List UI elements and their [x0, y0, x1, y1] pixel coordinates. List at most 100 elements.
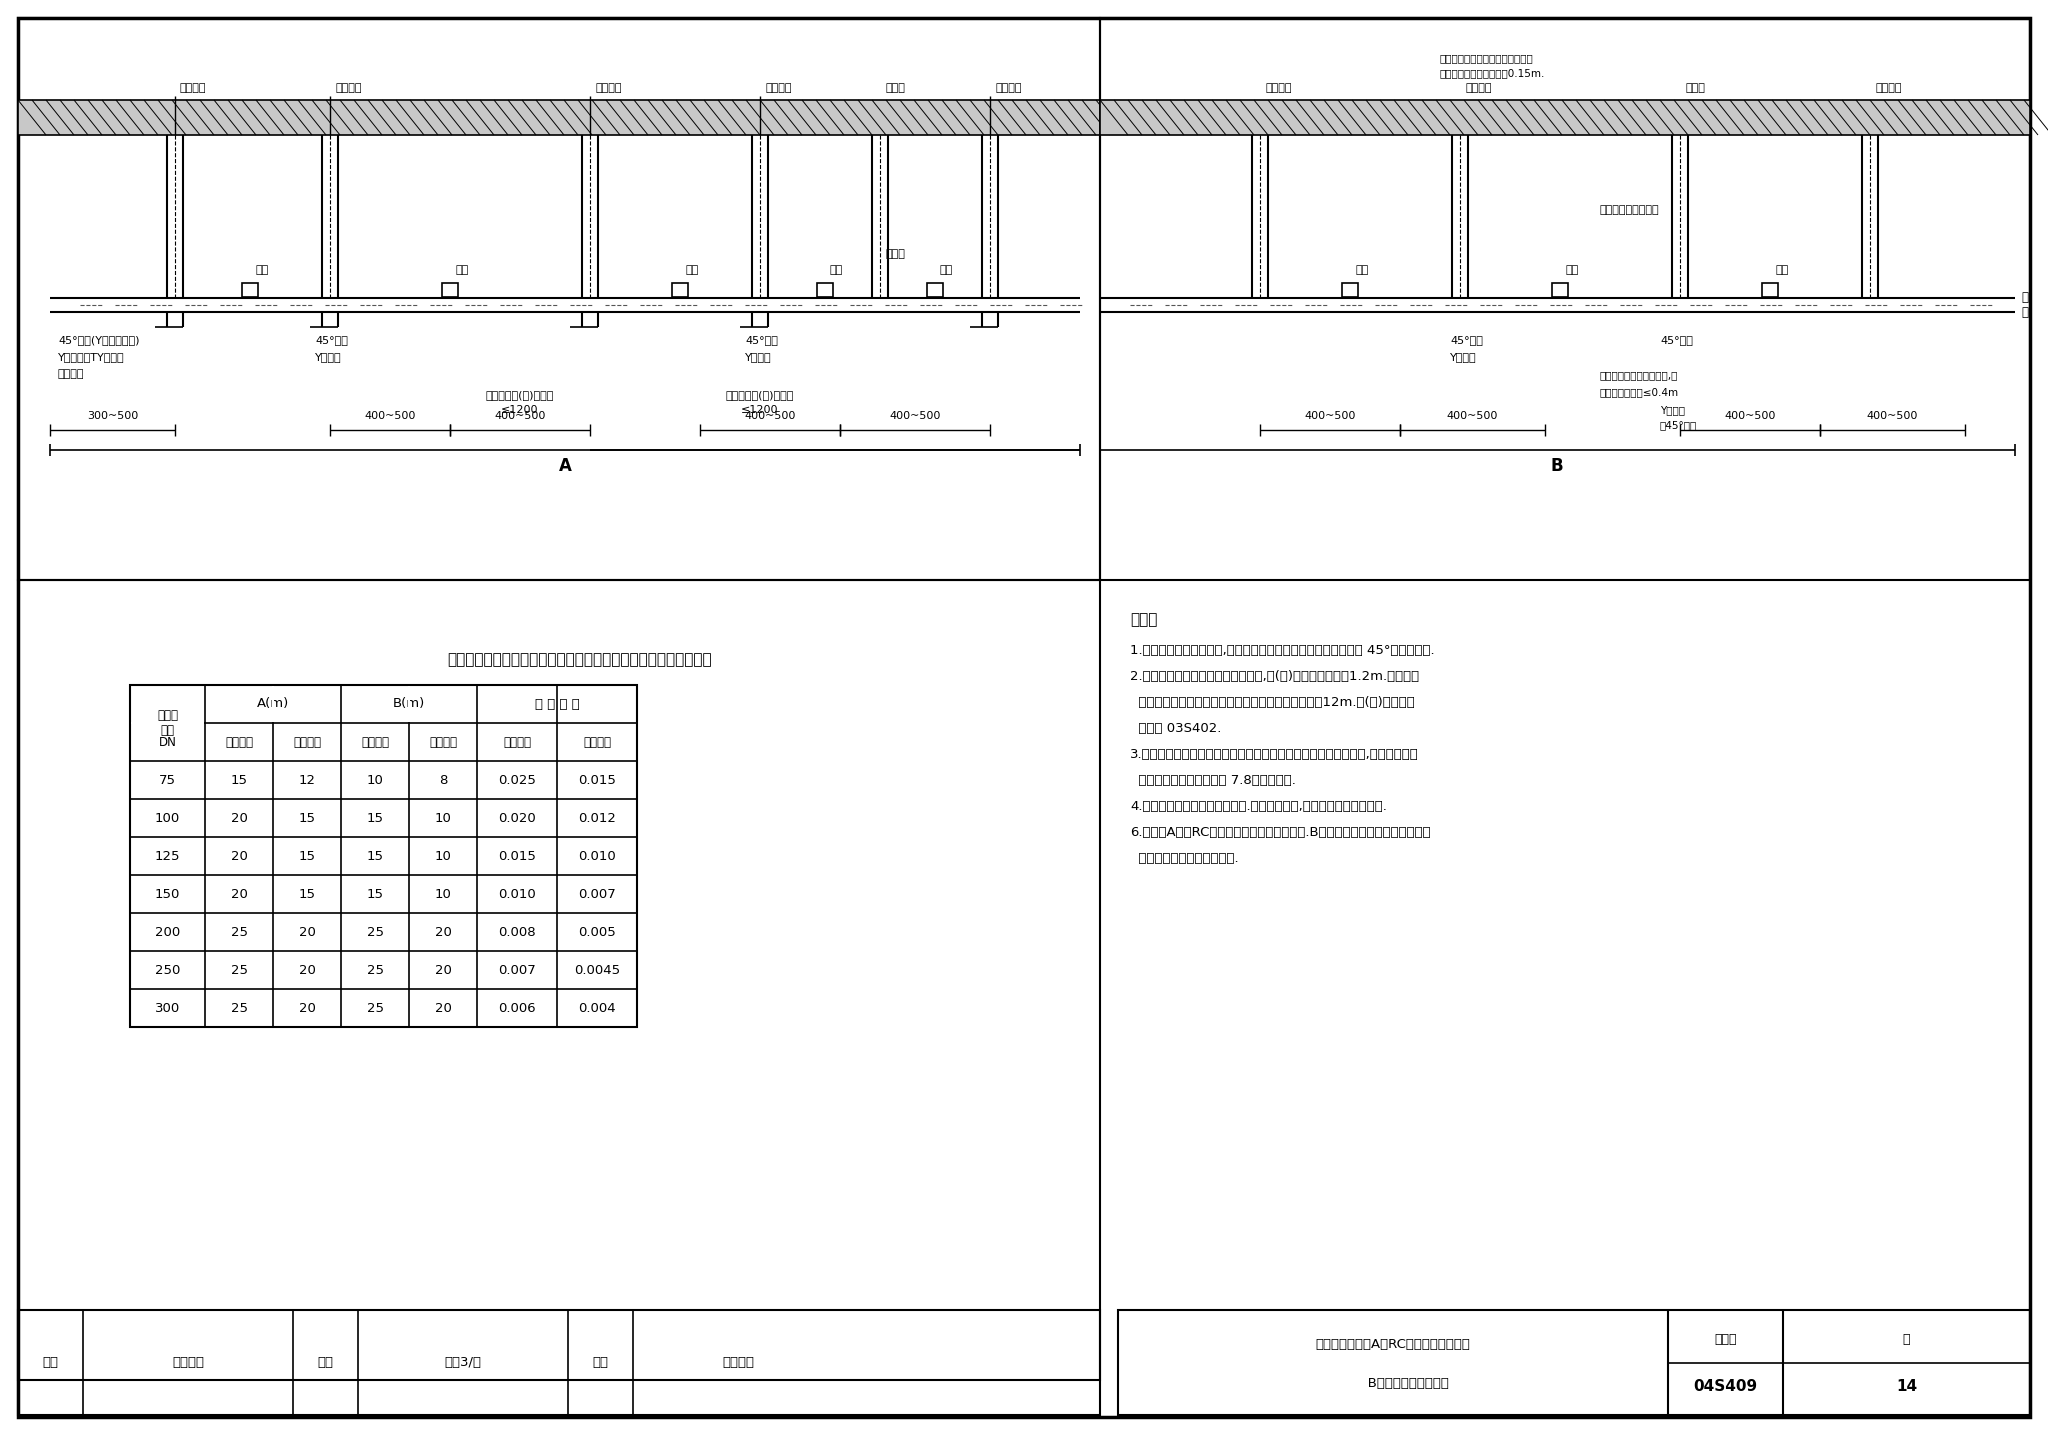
Text: 排水立管: 排水立管 [1266, 83, 1292, 93]
Text: 审核: 审核 [43, 1356, 59, 1369]
Text: 0.010: 0.010 [498, 887, 537, 901]
Text: 生活污水: 生活污水 [428, 736, 457, 749]
Text: Y型三通: Y型三通 [1661, 405, 1686, 415]
Text: 生活废水: 生活废水 [225, 736, 254, 749]
Text: 20: 20 [434, 1002, 451, 1015]
Text: 说明：: 说明： [1130, 613, 1157, 627]
Bar [18, 580, 1100, 1380]
Text: 图集号: 图集号 [1714, 1333, 1737, 1346]
Text: 300~500: 300~500 [86, 410, 137, 420]
Text: 排水横管安装（A、RC型法兰承插式接口: 排水横管安装（A、RC型法兰承插式接口 [1315, 1339, 1470, 1352]
Bar [1118, 1310, 2030, 1415]
Text: 15: 15 [299, 850, 315, 862]
Text: 20: 20 [231, 850, 248, 862]
Bar [672, 283, 688, 297]
Text: 45°弯头: 45°弯头 [315, 334, 348, 344]
Text: 150: 150 [156, 887, 180, 901]
Text: 0.007: 0.007 [578, 887, 616, 901]
Text: 校对: 校对 [317, 1356, 334, 1369]
Text: 与墙面的距离应≤0.4m: 与墙面的距离应≤0.4m [1599, 387, 1679, 397]
Text: 100: 100 [156, 812, 180, 825]
Text: 一重为百: 一重为百 [172, 1356, 205, 1369]
Text: 04S409: 04S409 [1694, 1379, 1757, 1395]
Text: 检查口: 检查口 [885, 250, 905, 258]
Text: 管卡: 管卡 [1776, 265, 1788, 276]
Text: ≤1200: ≤1200 [502, 405, 539, 415]
Text: 0.010: 0.010 [578, 850, 616, 862]
Text: 20: 20 [299, 963, 315, 976]
Text: 1.排水立管接入横干管时,可根据立管位置在横干管管顶或其两侧 45°范围内接入.: 1.排水立管接入横干管时,可根据立管位置在横干管管顶或其两侧 45°范围内接入. [1130, 643, 1436, 656]
Text: 最小坡度: 最小坡度 [584, 736, 610, 749]
Text: 3.其它材质排水立管接入柔性接口法兰承插式排水铸铁管横干管时,其接入口的连: 3.其它材质排水立管接入柔性接口法兰承插式排水铸铁管横干管时,其接入口的连 [1130, 748, 1419, 761]
Bar [129, 684, 637, 1027]
Text: 排水立管: 排水立管 [995, 83, 1022, 93]
Bar [442, 283, 459, 297]
Text: B(m): B(m) [393, 697, 426, 710]
Text: 0.007: 0.007 [498, 963, 537, 976]
Text: 横干管
管径: 横干管 管径 [158, 709, 178, 738]
Text: 45°弯头(Y型三通时用): 45°弯头(Y型三通时用) [57, 334, 139, 344]
Text: 0.004: 0.004 [578, 1002, 616, 1015]
Text: 通用坡度: 通用坡度 [504, 736, 530, 749]
Text: 清扫口: 清扫口 [885, 83, 905, 93]
Text: Y型三通: Y型三通 [745, 352, 772, 362]
Text: 25: 25 [231, 926, 248, 938]
Bar [18, 1310, 1100, 1415]
Text: 排水立管: 排水立管 [336, 83, 362, 93]
Text: 20: 20 [299, 1002, 315, 1015]
Text: 25: 25 [231, 1002, 248, 1015]
Text: 10: 10 [434, 887, 451, 901]
Bar [817, 283, 834, 297]
Text: 45°弯头: 45°弯头 [745, 334, 778, 344]
Bar [18, 19, 1100, 580]
Text: 达志铃签: 达志铃签 [723, 1356, 754, 1369]
Text: 6.本图按A型、RC型法兰承插式柔性接口绘制.B型法兰全承式柔性接口排水横干: 6.本图按A型、RC型法兰承插式柔性接口绘制.B型法兰全承式柔性接口排水横干 [1130, 825, 1432, 838]
Text: 10: 10 [367, 773, 383, 786]
Text: 管卡: 管卡 [940, 265, 952, 276]
Text: 排水立管: 排水立管 [596, 83, 621, 93]
Text: 45°弯头: 45°弯头 [1661, 334, 1694, 344]
Text: 清扫口: 清扫口 [1686, 83, 1704, 93]
Text: 400~500: 400~500 [1446, 410, 1499, 420]
Text: 管卡: 管卡 [829, 265, 844, 276]
Text: 10: 10 [434, 812, 451, 825]
Text: 20: 20 [434, 963, 451, 976]
Text: 400~500: 400~500 [1305, 410, 1356, 420]
Text: 页: 页 [1903, 1333, 1911, 1346]
Text: 0.025: 0.025 [498, 773, 537, 786]
Text: 孜人3/行: 孜人3/行 [444, 1356, 481, 1369]
Text: 4.排水横干管的坡度按设计要求.设计无规定时,可按左表要求进行安装.: 4.排水横干管的坡度按设计要求.设计无规定时,可按左表要求进行安装. [1130, 799, 1386, 812]
Text: 400~500: 400~500 [365, 410, 416, 420]
Text: Y型三通: Y型三通 [315, 352, 342, 362]
Text: 400~500: 400~500 [889, 410, 940, 420]
Text: A: A [559, 456, 571, 475]
Bar [1100, 100, 2030, 135]
Text: 45°弯头: 45°弯头 [1450, 334, 1483, 344]
Text: 14: 14 [1896, 1379, 1917, 1395]
Text: 垂直墙面的距离不应小于0.15m.: 垂直墙面的距离不应小于0.15m. [1440, 67, 1546, 77]
Text: 200: 200 [156, 926, 180, 938]
Text: 75: 75 [160, 773, 176, 786]
Text: Y型三通或TY型三通: Y型三通或TY型三通 [57, 352, 125, 362]
Text: 20: 20 [434, 926, 451, 938]
Text: 15: 15 [299, 812, 315, 825]
Bar [18, 100, 1100, 135]
Text: 0.020: 0.020 [498, 812, 537, 825]
Bar [1341, 283, 1358, 297]
Text: 管卡: 管卡 [455, 265, 469, 276]
Text: 400~500: 400~500 [1724, 410, 1776, 420]
Text: 0.015: 0.015 [578, 773, 616, 786]
Text: 125: 125 [156, 850, 180, 862]
Text: 安 装 坡 度: 安 装 坡 度 [535, 697, 580, 710]
Text: 25: 25 [367, 1002, 383, 1015]
Bar [1761, 283, 1778, 297]
Text: 见国标 03S402.: 见国标 03S402. [1130, 722, 1221, 735]
Text: 管卡: 管卡 [684, 265, 698, 276]
Text: 楼
板: 楼 板 [2021, 291, 2028, 319]
Text: 接可按照本图集总说明第 7.8条要求执行.: 接可按照本图集总说明第 7.8条要求执行. [1130, 773, 1296, 786]
Text: 排水立管: 排水立管 [1876, 83, 1901, 93]
Bar [1552, 283, 1569, 297]
Text: 0.008: 0.008 [498, 926, 537, 938]
Text: 400~500: 400~500 [1868, 410, 1919, 420]
Text: A(m): A(m) [256, 697, 289, 710]
